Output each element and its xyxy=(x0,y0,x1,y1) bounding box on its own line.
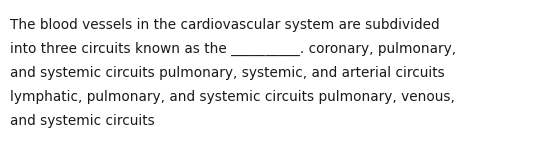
Text: and systemic circuits pulmonary, systemic, and arterial circuits: and systemic circuits pulmonary, systemi… xyxy=(10,66,445,80)
Text: lymphatic, pulmonary, and systemic circuits pulmonary, venous,: lymphatic, pulmonary, and systemic circu… xyxy=(10,90,455,104)
Text: into three circuits known as the __________. coronary, pulmonary,: into three circuits known as the _______… xyxy=(10,42,456,56)
Text: and systemic circuits: and systemic circuits xyxy=(10,114,155,128)
Text: The blood vessels in the cardiovascular system are subdivided: The blood vessels in the cardiovascular … xyxy=(10,18,440,32)
